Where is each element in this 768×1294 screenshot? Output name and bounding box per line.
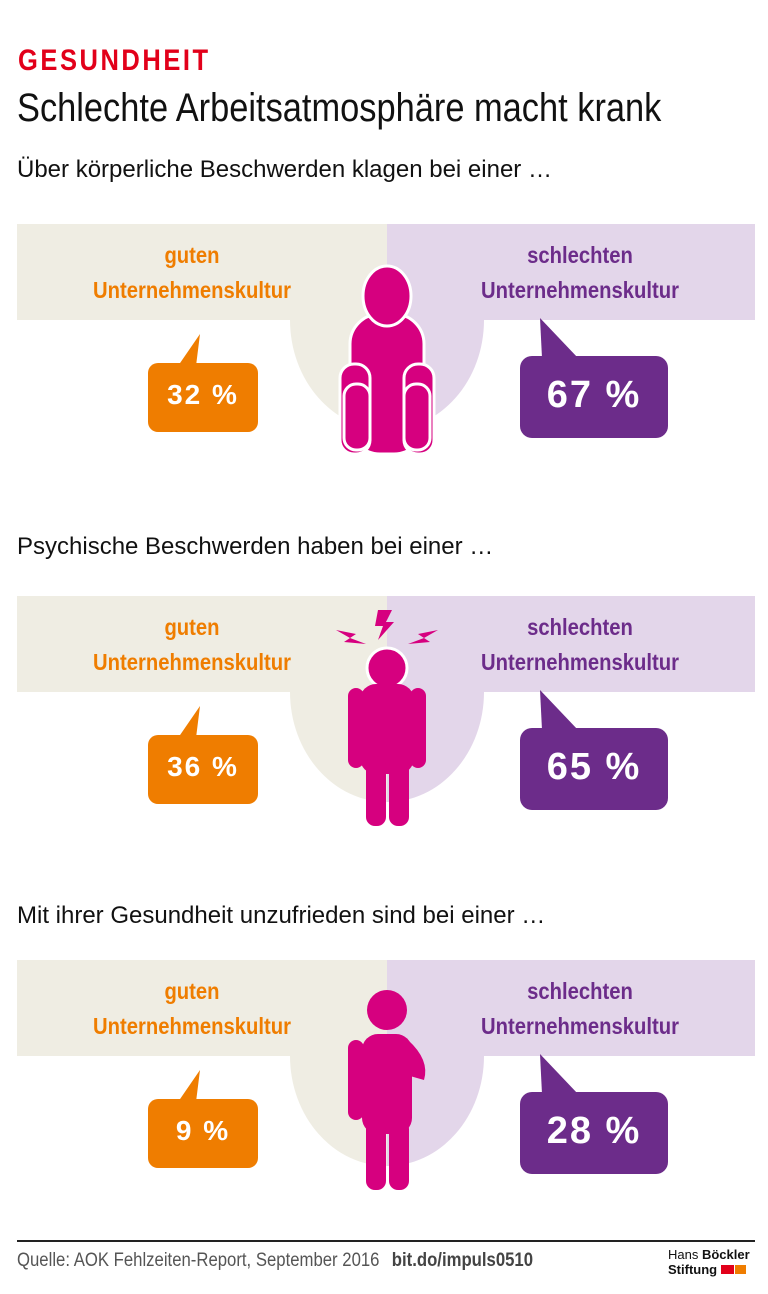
good-value: 36 % bbox=[167, 751, 239, 782]
good-label: guten Unternehmenskultur bbox=[93, 978, 291, 1039]
good-value: 32 % bbox=[167, 379, 239, 410]
bad-label: schlechten Unternehmenskultur bbox=[481, 242, 679, 303]
bad-band bbox=[387, 596, 755, 692]
question-3: Mit ihrer Gesundheit unzufrieden sind be… bbox=[17, 902, 546, 929]
bad-value: 65 % bbox=[546, 746, 642, 788]
good-label: guten Unternehmenskultur bbox=[93, 614, 291, 675]
bad-value: 67 % bbox=[546, 374, 642, 416]
pondering-person-icon bbox=[348, 990, 426, 1190]
slumped-person-icon bbox=[338, 264, 436, 456]
panel-graphic bbox=[17, 960, 755, 1190]
bad-bubble bbox=[520, 1054, 668, 1174]
good-label: guten Unternehmenskultur bbox=[93, 242, 291, 303]
panel-graphic bbox=[17, 596, 755, 826]
good-band bbox=[17, 596, 387, 692]
panel-1: guten Unternehmenskultur schlechten Untern… bbox=[0, 224, 768, 524]
good-band bbox=[17, 224, 387, 320]
panel-2: guten Unternehmenskultur schlechten Untern… bbox=[0, 596, 768, 896]
good-bubble bbox=[148, 1070, 258, 1168]
bad-label: schlechten Unternehmenskultur bbox=[481, 614, 679, 675]
question-1: Über körperliche Beschwerden klagen bei … bbox=[17, 156, 552, 183]
page-title: Schlechte Arbeitsatmosphäre macht krank bbox=[17, 86, 662, 130]
headache-person-icon bbox=[336, 610, 438, 826]
bad-label: schlechten Unternehmenskultur bbox=[481, 978, 679, 1039]
source-link[interactable]: bit.do/impuls0510 bbox=[391, 1250, 534, 1271]
bad-bubble bbox=[520, 318, 668, 438]
divider bbox=[17, 1240, 755, 1242]
logo: Hans Böckler Stiftung bbox=[668, 1247, 750, 1277]
panel-graphic bbox=[17, 224, 755, 456]
bad-band bbox=[387, 960, 755, 1056]
bad-value: 28 % bbox=[546, 1110, 642, 1152]
good-bubble bbox=[148, 706, 258, 804]
question-2: Psychische Beschwerden haben bei einer … bbox=[17, 533, 494, 560]
bad-band bbox=[387, 224, 755, 320]
source-note: Quelle: AOK Fehlzeiten-Report, September… bbox=[17, 1250, 534, 1271]
panel-3: guten Unternehmenskultur schlechten Untern… bbox=[0, 960, 768, 1260]
good-value: 9 % bbox=[175, 1115, 231, 1146]
bad-bubble bbox=[520, 690, 668, 810]
good-band bbox=[17, 960, 387, 1056]
good-bubble bbox=[148, 334, 258, 432]
kicker: GESUNDHEIT bbox=[18, 44, 211, 77]
